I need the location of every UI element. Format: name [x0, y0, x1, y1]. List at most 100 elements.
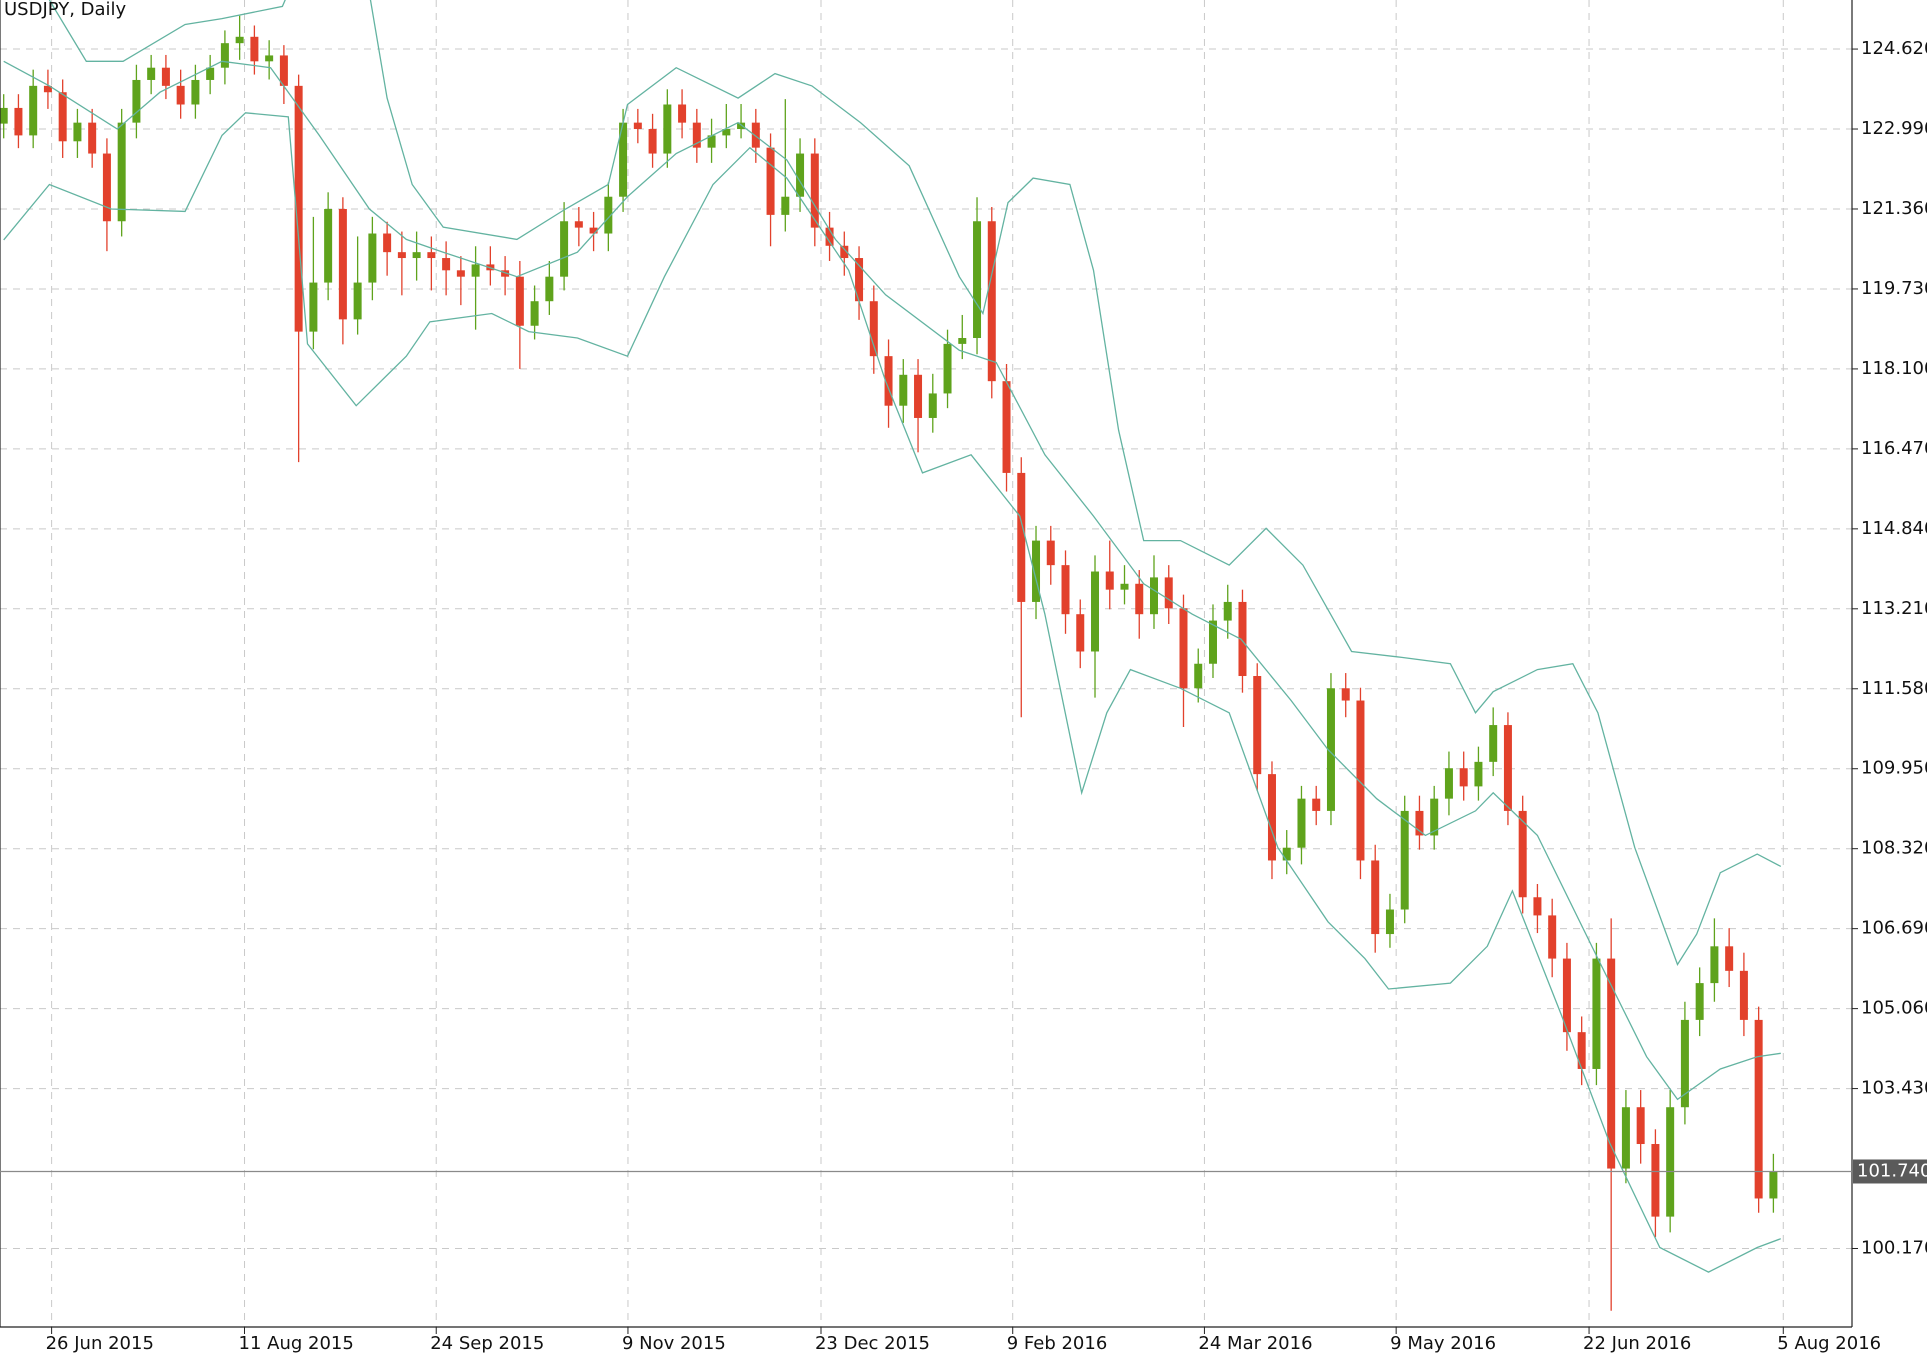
candle-body — [737, 122, 746, 130]
candle-body — [1548, 915, 1557, 959]
candle-body — [176, 85, 185, 105]
candle-body — [707, 135, 716, 148]
candle-body — [1002, 381, 1011, 473]
candle-body — [235, 36, 244, 44]
candle-body — [1415, 810, 1424, 836]
candle-body — [1208, 620, 1217, 664]
candle-body — [161, 67, 170, 86]
candle-body — [1680, 1019, 1689, 1108]
candle-body — [427, 252, 436, 259]
candle-body — [1105, 571, 1114, 590]
candle-body — [958, 338, 967, 344]
candle-body — [678, 104, 687, 123]
candle-body — [1282, 847, 1291, 861]
candle-body — [324, 208, 333, 283]
candle-body — [397, 252, 406, 259]
candle-body — [1400, 810, 1409, 910]
candle-body — [1371, 860, 1380, 935]
candle-body — [1651, 1144, 1660, 1217]
plot-area — [0, 0, 1782, 1311]
y-tick-label: 109.950 — [1861, 758, 1927, 779]
candle-body — [1562, 958, 1571, 1033]
x-tick-label: 9 May 2016 — [1390, 1333, 1496, 1354]
candle-body — [1430, 798, 1439, 836]
candle-body — [663, 104, 672, 154]
candle-body — [1666, 1107, 1675, 1217]
candle-body — [574, 221, 583, 228]
candle-body — [545, 276, 554, 302]
candle-body — [1149, 577, 1158, 615]
candle-body — [766, 147, 775, 215]
candle-body — [58, 92, 67, 142]
candle-body — [751, 122, 760, 148]
y-tick-label: 113.210 — [1861, 598, 1927, 619]
candle-body — [1253, 676, 1262, 775]
candle-body — [338, 208, 347, 320]
candle-body — [1194, 663, 1203, 689]
candle-body — [1444, 768, 1453, 799]
candle-body — [250, 36, 259, 62]
current-price-box — [1853, 1159, 1927, 1184]
y-tick-label: 103.430 — [1861, 1078, 1927, 1099]
candle-body — [1739, 970, 1748, 1020]
candle-body — [1459, 768, 1468, 787]
candle-body — [191, 79, 200, 105]
candle-body — [589, 227, 598, 234]
candle-body — [1577, 1032, 1586, 1069]
candle-body — [1164, 577, 1173, 609]
candle-body — [29, 85, 38, 136]
bollinger-band — [3, 60, 1781, 1101]
candle-body — [102, 153, 111, 222]
chart-title: USDJPY, Daily — [4, 0, 127, 20]
grid — [0, 0, 1852, 1327]
candle-body — [220, 43, 229, 68]
candle-body — [1592, 958, 1601, 1069]
x-tick-label: 26 Jun 2015 — [46, 1333, 154, 1354]
candle-body — [1091, 571, 1100, 652]
y-tick-label: 122.990 — [1861, 118, 1927, 139]
x-tick-label: 22 Jun 2016 — [1583, 1333, 1691, 1354]
x-tick-label: 11 Aug 2015 — [239, 1333, 354, 1354]
candle-body — [456, 270, 465, 277]
x-tick-label: 5 Aug 2016 — [1777, 1333, 1881, 1354]
candle-body — [648, 129, 657, 154]
candle-body — [0, 107, 8, 124]
candle-body — [73, 122, 82, 142]
candle-body — [1695, 983, 1704, 1020]
candle-body — [914, 374, 923, 418]
candle-body — [884, 356, 893, 406]
candle-body — [692, 122, 701, 148]
x-tick-label: 9 Feb 2016 — [1007, 1333, 1108, 1354]
candle-body — [265, 55, 274, 62]
candle-body — [206, 67, 215, 80]
candle-body — [796, 153, 805, 197]
candle-body — [530, 301, 539, 326]
y-tick-label: 121.360 — [1861, 198, 1927, 219]
candle-body — [515, 276, 524, 326]
x-tick-label: 24 Sep 2015 — [430, 1333, 544, 1354]
candle-body — [973, 221, 982, 339]
candle-body — [1120, 583, 1129, 590]
candle-body — [1356, 700, 1365, 861]
candle-body — [781, 196, 790, 215]
candle-body — [1518, 810, 1527, 898]
y-tick-label: 105.060 — [1861, 998, 1927, 1019]
candle-body — [43, 85, 52, 93]
candle-body — [1710, 946, 1719, 984]
candle-body — [471, 264, 480, 277]
candle-body — [279, 55, 288, 86]
candle-body — [501, 270, 510, 277]
candle-body — [1341, 688, 1350, 701]
x-tick-label: 23 Dec 2015 — [815, 1333, 930, 1354]
candle-body — [1725, 946, 1734, 971]
candle-body — [1017, 472, 1026, 602]
candle-body — [1179, 608, 1188, 689]
candle-body — [1046, 540, 1055, 566]
candle-body — [1032, 540, 1041, 602]
candle-body — [604, 196, 613, 234]
candle-body — [1135, 583, 1144, 615]
y-tick-label: 116.470 — [1861, 438, 1927, 459]
candle-body — [147, 67, 156, 80]
candle-body — [869, 301, 878, 357]
